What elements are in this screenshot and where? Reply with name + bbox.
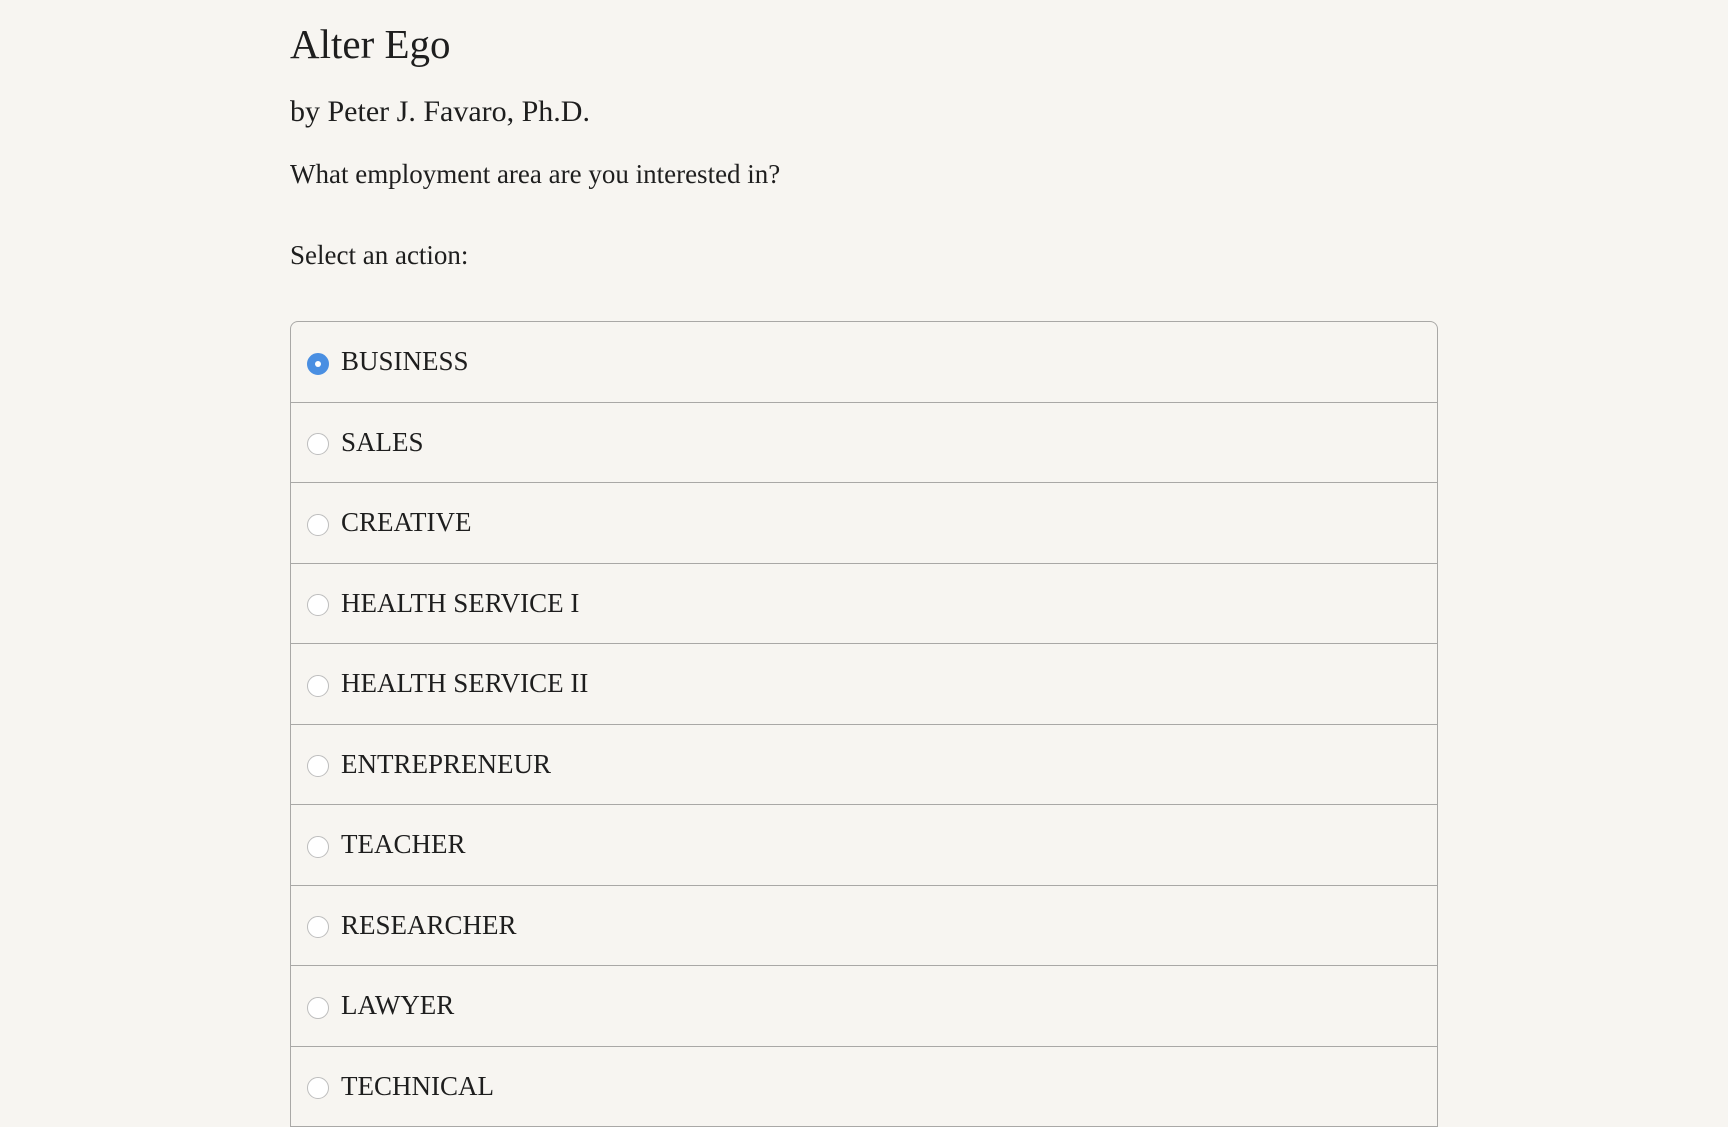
choice-option-business[interactable]: BUSINESS <box>291 322 1437 403</box>
choice-label: SALES <box>341 427 424 458</box>
page-title: Alter Ego <box>290 20 451 68</box>
radio-button[interactable] <box>307 594 329 616</box>
action-prompt: Select an action: <box>290 240 468 271</box>
author-byline: by Peter J. Favaro, Ph.D. <box>290 95 590 129</box>
choice-option-creative[interactable]: CREATIVE <box>291 483 1437 564</box>
radio-button[interactable] <box>307 353 329 375</box>
choice-option-health-service-i[interactable]: HEALTH SERVICE I <box>291 564 1437 645</box>
choice-option-teacher[interactable]: TEACHER <box>291 805 1437 886</box>
radio-button[interactable] <box>307 1077 329 1099</box>
choice-label: BUSINESS <box>341 346 469 377</box>
choice-label: HEALTH SERVICE I <box>341 588 579 619</box>
question-text: What employment area are you interested … <box>290 159 780 190</box>
choice-label: TEACHER <box>341 829 466 860</box>
choice-label: ENTREPRENEUR <box>341 749 551 780</box>
radio-button[interactable] <box>307 675 329 697</box>
radio-button[interactable] <box>307 916 329 938</box>
choice-option-entrepreneur[interactable]: ENTREPRENEUR <box>291 725 1437 806</box>
radio-button[interactable] <box>307 997 329 1019</box>
choice-label: RESEARCHER <box>341 910 517 941</box>
choice-label: LAWYER <box>341 990 454 1021</box>
choice-label: HEALTH SERVICE II <box>341 668 588 699</box>
choice-list: BUSINESS SALES CREATIVE HEALTH SERVICE I HEA… <box>290 321 1438 1127</box>
radio-button[interactable] <box>307 433 329 455</box>
choice-option-sales[interactable]: SALES <box>291 403 1437 484</box>
radio-button[interactable] <box>307 836 329 858</box>
choice-label: TECHNICAL <box>341 1071 494 1102</box>
radio-button[interactable] <box>307 755 329 777</box>
radio-button[interactable] <box>307 514 329 536</box>
choice-option-researcher[interactable]: RESEARCHER <box>291 886 1437 967</box>
choice-option-health-service-ii[interactable]: HEALTH SERVICE II <box>291 644 1437 725</box>
choice-option-technical[interactable]: TECHNICAL <box>291 1047 1437 1127</box>
choice-option-lawyer[interactable]: LAWYER <box>291 966 1437 1047</box>
choice-label: CREATIVE <box>341 507 472 538</box>
